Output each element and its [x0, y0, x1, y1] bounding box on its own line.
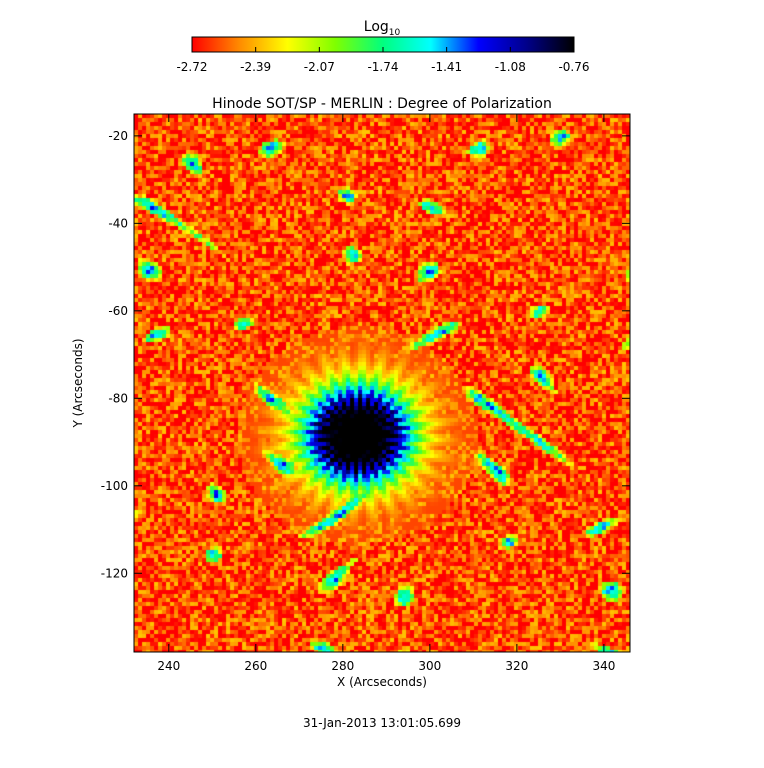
x-tick-label: 280: [331, 659, 354, 673]
colorbar-tick-label: -1.08: [495, 60, 526, 74]
y-tick-label: -20: [108, 129, 128, 143]
y-tick-label: -60: [108, 304, 128, 318]
y-tick-label: -120: [101, 566, 128, 580]
x-tick-label: 240: [157, 659, 180, 673]
y-tick-label: -40: [108, 216, 128, 230]
x-axis-label: X (Arcseconds): [337, 675, 427, 689]
timestamp-annotation: 31-Jan-2013 13:01:05.699: [303, 716, 461, 730]
plot-frame: [133, 113, 631, 653]
y-axis-label: Y (Arcseconds): [71, 338, 85, 428]
colorbar-tick-label: -1.74: [367, 60, 398, 74]
x-tick-label: 300: [418, 659, 441, 673]
colorbar-tick-label: -2.39: [240, 60, 271, 74]
x-tick-label: 340: [592, 659, 615, 673]
colorbar-tick-label: -0.76: [558, 60, 589, 74]
colorbar-tick-label: -1.41: [431, 60, 462, 74]
x-tick-label: 260: [244, 659, 267, 673]
colorbar-ticks: -2.72 -2.39 -2.07 -1.74 -1.41 -1.08 -0.76: [176, 47, 590, 74]
colorbar-tick-label: -2.72: [176, 60, 207, 74]
y-tick-label: -100: [101, 479, 128, 493]
axes: 240 260 280 300 320 340 -20 -40 -60 -80 -100 -120: [101, 114, 630, 673]
chart-title: Hinode SOT/SP - MERLIN : Degree of Polar…: [212, 96, 552, 112]
polarization-heatmap: [134, 114, 630, 652]
heatmap-image: [134, 114, 630, 652]
y-tick-label: -80: [108, 391, 128, 405]
x-tick-label: 320: [505, 659, 528, 673]
colorbar-label: Log10: [364, 19, 401, 38]
colorbar-tick-label: -2.07: [304, 60, 335, 74]
